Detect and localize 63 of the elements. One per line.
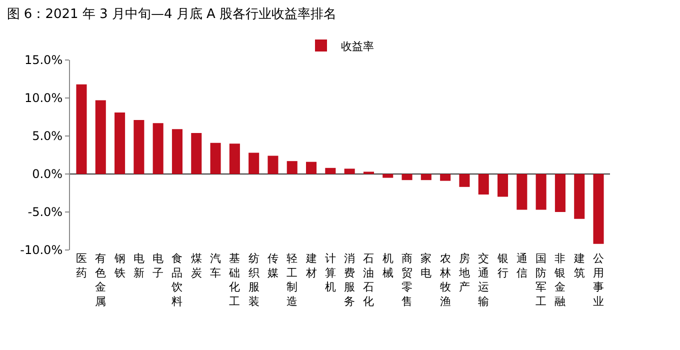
bar: [344, 168, 355, 174]
y-tick-label: 10.0%: [24, 91, 63, 106]
x-tick-label: 食品饮料: [170, 252, 183, 308]
x-tick-label: 交通运输: [478, 252, 490, 308]
bar: [459, 174, 470, 187]
bar: [382, 174, 394, 178]
x-tick-label: 商贸零售: [402, 252, 413, 308]
x-tick-label: 公用事业: [593, 252, 604, 308]
x-tick-label: 消费服务: [344, 252, 356, 308]
y-tick-label: -10.0%: [20, 243, 63, 258]
bar: [172, 129, 182, 174]
x-tick-label: 建材: [304, 252, 317, 280]
y-tick-label: 15.0%: [24, 53, 63, 68]
x-tick-label: 电子: [152, 252, 164, 280]
y-tick-label: 0.0%: [32, 167, 63, 182]
x-tick-label: 医药: [76, 252, 87, 280]
x-tick-label: 国防军工: [536, 252, 547, 308]
x-tick-label: 传媒: [267, 252, 278, 280]
bar: [229, 144, 240, 174]
x-tick-label: 纺织服装: [248, 252, 260, 308]
bar: [325, 168, 336, 174]
bar: [210, 142, 221, 174]
x-tick-label: 石油石化: [363, 252, 374, 308]
x-tick-label: 轻工制造: [286, 252, 298, 308]
legend-label: 收益率: [341, 40, 374, 53]
x-tick-label: 家电: [420, 252, 432, 280]
x-tick-label: 有色金属: [95, 252, 106, 308]
bar: [76, 84, 87, 174]
x-tick-label: 银行: [496, 252, 508, 280]
x-tick-label: 煤炭: [190, 252, 202, 280]
bar: [402, 174, 412, 180]
bar: [440, 174, 451, 181]
x-tick-label: 汽车: [210, 252, 222, 280]
x-tick-label: 农林牧渔: [438, 252, 451, 308]
x-tick-label: 建筑: [572, 252, 585, 280]
bar: [554, 174, 566, 212]
bar: [248, 152, 260, 174]
bar: [574, 174, 585, 219]
y-tick-label: 5.0%: [32, 129, 63, 144]
bar: [516, 174, 528, 210]
x-tick-label: 电新: [133, 252, 144, 280]
bar: [95, 100, 106, 174]
x-tick-label: 计算机: [324, 252, 336, 294]
chart-title: 图 6：2021 年 3 月中旬—4 月底 A 股各行业收益率排名: [6, 6, 337, 22]
bar: [306, 162, 317, 174]
bar: [593, 174, 604, 244]
bar: [114, 112, 126, 174]
x-tick-label: 房地产: [458, 252, 470, 294]
x-tick-label: 非银金融: [554, 252, 566, 308]
x-tick-label: 钢铁: [113, 252, 126, 280]
bar: [286, 161, 298, 174]
bar: [191, 132, 202, 174]
bar: [536, 174, 546, 210]
bar: [268, 156, 278, 174]
bar: [420, 174, 432, 180]
bar: [152, 123, 164, 174]
x-tick-label: 通信: [516, 252, 528, 280]
x-tick-label: 机械: [382, 252, 394, 280]
x-tick-label: 基础化工: [228, 252, 240, 308]
bar: [498, 174, 508, 197]
y-tick-label: -5.0%: [28, 205, 63, 220]
bar: [134, 120, 144, 174]
bar: [478, 174, 489, 195]
